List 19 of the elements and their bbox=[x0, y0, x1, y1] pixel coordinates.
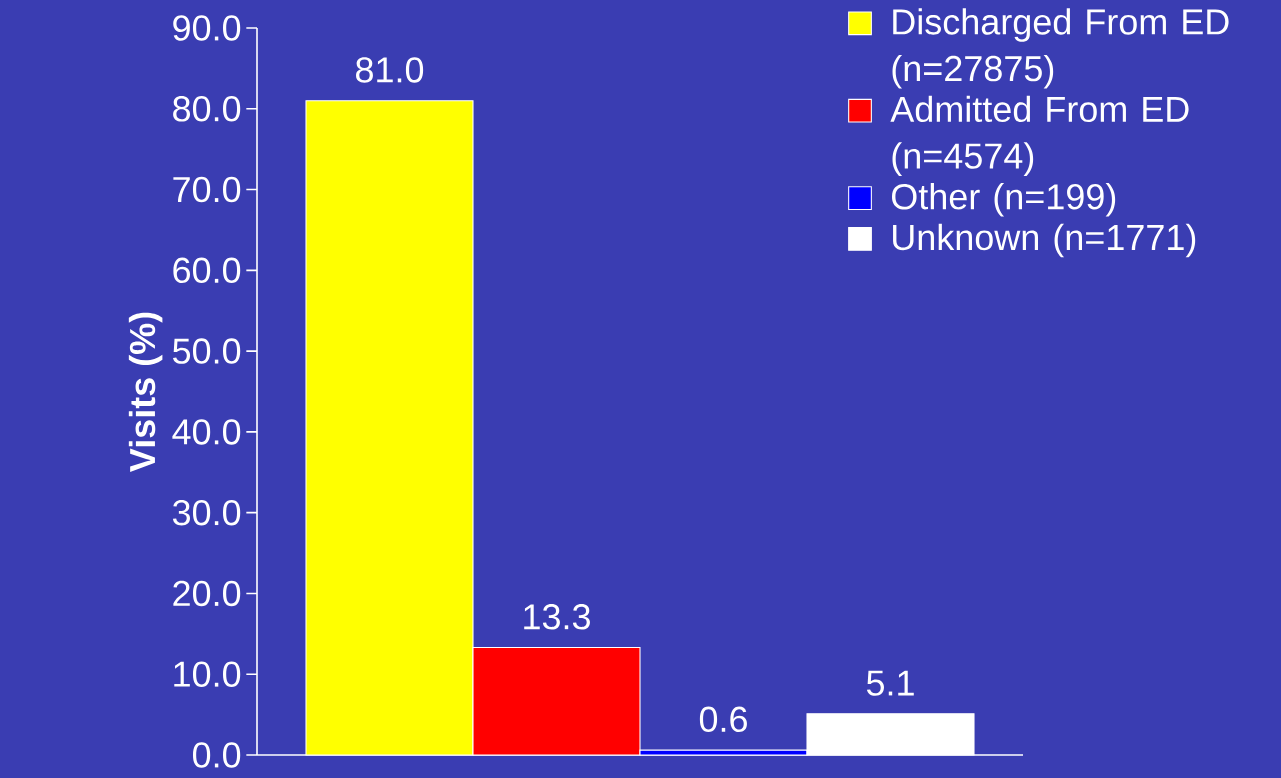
y-tick-label: 10.0 bbox=[174, 661, 241, 687]
y-tick-label: 40.0 bbox=[172, 419, 241, 445]
y-tick-label: 20.0 bbox=[173, 580, 241, 607]
data-label: 81.0 bbox=[356, 57, 424, 83]
legend-label: Unknown (n=1771) bbox=[893, 223, 1196, 258]
legend-label: Discharged From ED (n=27875) bbox=[892, 8, 1229, 89]
y-axis-title: Visits (%) bbox=[128, 312, 163, 472]
data-label: 13.3 bbox=[524, 604, 590, 630]
y-tick-label: 70.0 bbox=[173, 176, 241, 203]
legend-label: Admitted From ED (n=4574) bbox=[890, 95, 1189, 176]
data-label: 0.6 bbox=[699, 706, 747, 733]
y-tick-label: 30.0 bbox=[172, 499, 241, 526]
y-tick-label: 80.0 bbox=[173, 96, 241, 122]
y-tick-label: 0.0 bbox=[192, 742, 241, 768]
y-tick-label: 60.0 bbox=[173, 257, 241, 284]
legend-label: Other (n=199) bbox=[891, 183, 1116, 217]
data-label: 5.1 bbox=[866, 670, 914, 696]
y-tick-label: 50.0 bbox=[173, 338, 241, 364]
y-tick-label: 90.0 bbox=[173, 15, 241, 41]
